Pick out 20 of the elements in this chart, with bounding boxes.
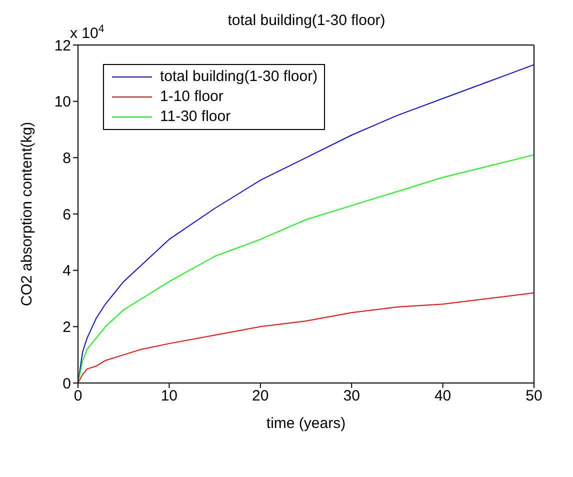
x-tick-label: 10: [160, 388, 178, 405]
y-tick-label: 4: [62, 262, 71, 280]
x-tick-label: 0: [74, 388, 82, 405]
y-tick-label: 8: [62, 150, 71, 167]
chart-title: total building(1-30 floor): [228, 12, 386, 29]
y-tick-label: 0: [62, 375, 71, 392]
legend-label: 1-10 floor: [160, 87, 224, 107]
y-tick-label: 6: [62, 206, 71, 224]
y-axis-title: CO2 absorption content(kg): [18, 122, 36, 306]
y-tick-label: 2: [62, 318, 71, 336]
y-tick-label: 12: [54, 37, 71, 54]
x-axis-title: time (years): [266, 415, 346, 432]
text: x 10$^{4}$: [70, 23, 104, 42]
x-tick-label: 30: [343, 388, 360, 405]
legend-label: total building(1-30 floor): [160, 67, 318, 87]
x-tick-label: 40: [434, 388, 452, 405]
x-tick-label: 50: [526, 388, 542, 405]
x-tick-label: 20: [252, 388, 269, 405]
legend-label: 11-30 floor: [160, 107, 231, 127]
y-tick-label: 10: [54, 94, 71, 111]
